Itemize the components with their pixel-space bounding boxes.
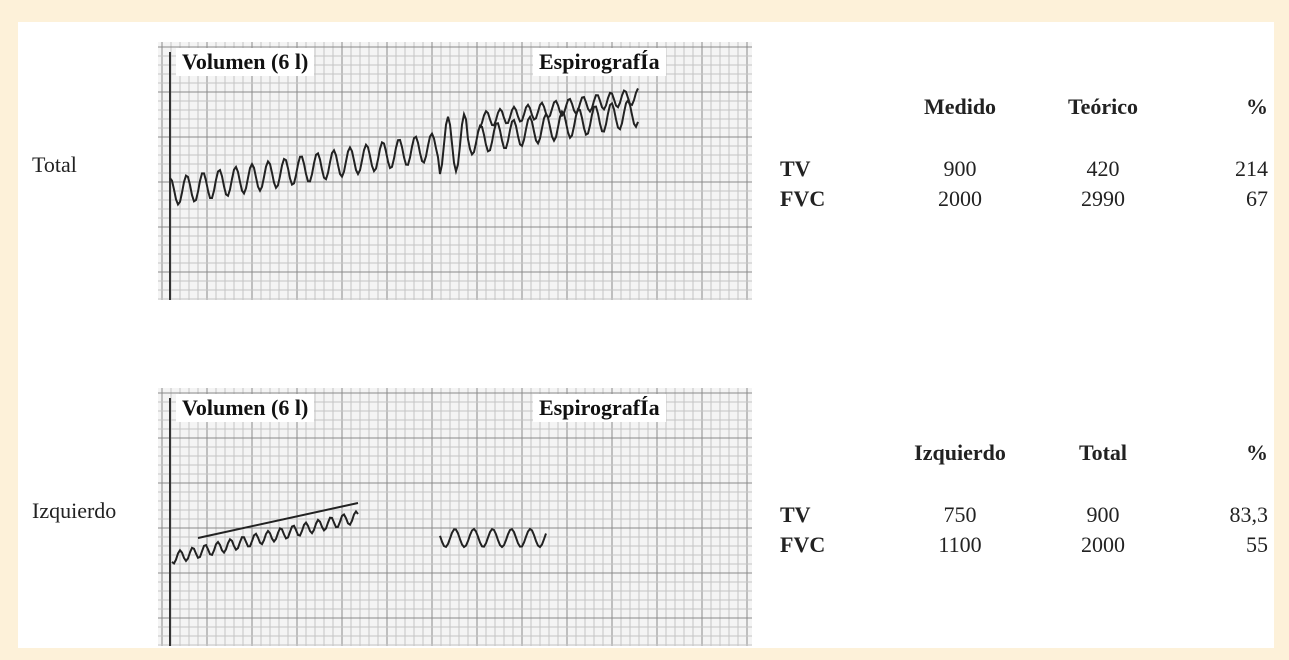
row-label: TV: [780, 504, 811, 526]
panel-label: Total: [32, 154, 77, 176]
image-label: EspirografÍa: [533, 394, 666, 422]
row-label: FVC: [780, 534, 825, 556]
panel-label: Izquierdo: [32, 500, 116, 522]
table-header: %: [1246, 96, 1268, 118]
table-cell: 900: [944, 158, 977, 180]
image-label: EspirografÍa: [533, 48, 666, 76]
table-cell: 83,3: [1230, 504, 1269, 526]
image-label: Volumen (6 l): [176, 48, 314, 76]
row-label: FVC: [780, 188, 825, 210]
table-header: Total: [1079, 442, 1127, 464]
table-cell: 900: [1087, 504, 1120, 526]
table-cell: 55: [1246, 534, 1268, 556]
table-cell: 214: [1235, 158, 1268, 180]
page: Total Volumen (6 l) EspirografÍa Medido Teór…: [0, 0, 1289, 660]
table-header: Medido: [924, 96, 996, 118]
table-header: Teórico: [1068, 96, 1138, 118]
table-cell: 2000: [938, 188, 982, 210]
table-cell: 2990: [1081, 188, 1125, 210]
table-cell: 420: [1087, 158, 1120, 180]
table-cell: 2000: [1081, 534, 1125, 556]
row-label: TV: [780, 158, 811, 180]
table-header: %: [1246, 442, 1268, 464]
table-cell: 67: [1246, 188, 1268, 210]
spirogram: [158, 42, 752, 300]
paper: [158, 388, 752, 646]
table-header: Izquierdo: [914, 442, 1006, 464]
spirogram: [158, 388, 752, 646]
table-cell: 1100: [938, 534, 981, 556]
image-label: Volumen (6 l): [176, 394, 314, 422]
table-cell: 750: [944, 504, 977, 526]
